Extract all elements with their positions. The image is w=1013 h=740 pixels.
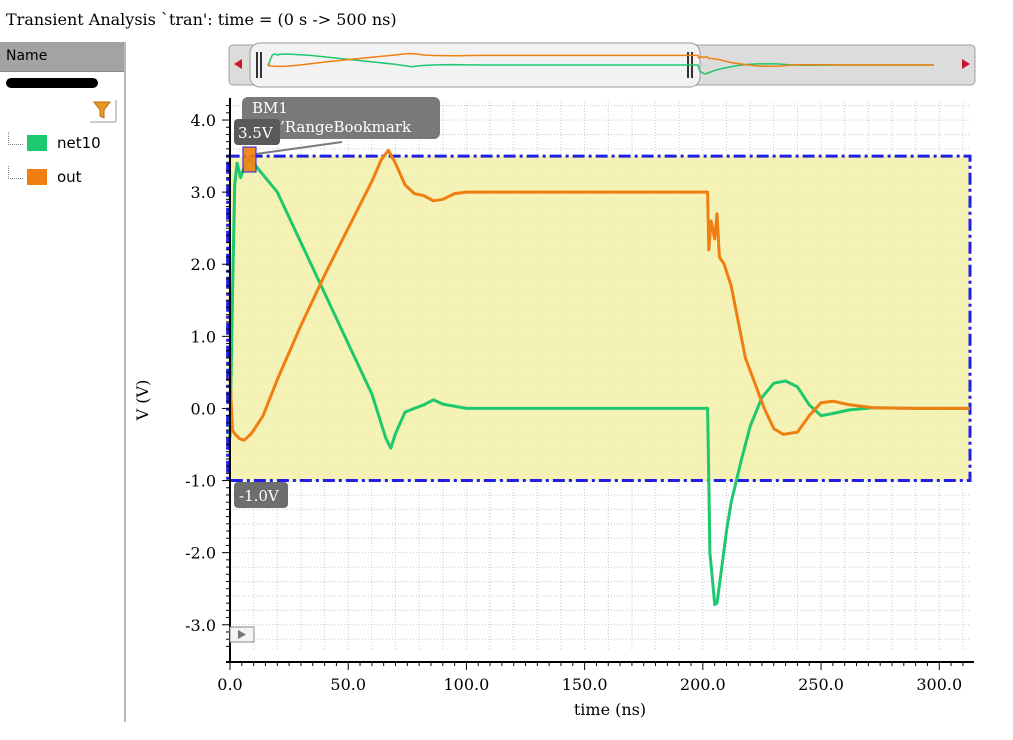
overview-trace-net10 [267, 53, 934, 75]
x-tick-label: 200.0 [680, 675, 726, 694]
bookmark-type: ’RangeBookmark [280, 118, 412, 136]
right-arrow-icon[interactable] [962, 59, 970, 69]
bookmark-leader-line [255, 141, 343, 155]
signal-name: out [57, 168, 82, 186]
bookmark-rect [226, 154, 972, 483]
top-value-label: 3.5V [238, 124, 274, 142]
x-tick-label: 0.0 [217, 675, 242, 694]
x-tick-label: 100.0 [444, 675, 490, 694]
x-tick-label: 300.0 [916, 675, 962, 694]
play-icon [238, 630, 246, 639]
redacted-scribble [6, 78, 98, 88]
range-bookmark-region[interactable] [226, 154, 972, 483]
trace-out [228, 148, 970, 442]
y-tick-label: -2.0 [185, 544, 216, 563]
y-tick-label: -1.0 [185, 472, 216, 491]
x-tick-label: 150.0 [562, 675, 608, 694]
net10-color-swatch [27, 135, 47, 151]
signal-row-out[interactable]: out [8, 165, 82, 188]
traces [228, 148, 970, 607]
left-arrow-icon[interactable] [234, 59, 242, 69]
out-color-swatch [27, 169, 47, 185]
left-handle-icon[interactable] [256, 52, 262, 78]
name-column-header[interactable]: Name [0, 42, 124, 72]
bottom-value-label: -1.0V [239, 487, 280, 505]
window-title: Transient Analysis `tran': time = (0 s -… [6, 10, 397, 29]
bookmark-handle-icon [242, 146, 257, 173]
y-tick-label: 1.0 [191, 327, 216, 346]
bottom-value-badge [234, 482, 288, 508]
x-tick-label: 50.0 [330, 675, 366, 694]
bookmark-tooltip [242, 97, 440, 139]
play-button[interactable] [229, 626, 255, 643]
tree-connector [8, 165, 23, 179]
filter-funnel-icon[interactable] [88, 98, 118, 124]
signal-browser: Name net10 out [0, 42, 126, 722]
y-axis-title: V (V) [133, 380, 152, 422]
signal-name: net10 [57, 134, 101, 152]
overview-scrollbar[interactable] [228, 42, 976, 88]
y-tick-label: 0.0 [191, 399, 216, 418]
tree-connector [8, 131, 23, 145]
signal-row-net10[interactable]: net10 [8, 131, 101, 154]
trace-net10 [228, 158, 970, 607]
y-tick-label: -3.0 [185, 616, 216, 635]
overview-traces [267, 52, 934, 75]
overview-trace-out [267, 52, 934, 68]
bookmark-name: BM1 [252, 99, 288, 117]
axes: 4.0 3.0 2.0 1.0 0.0 -1.0 -2.0 -3.0 0.0 50.0 100.0 1… [185, 98, 974, 694]
y-tick-label: 4.0 [191, 111, 216, 130]
top-value-badge [234, 119, 280, 145]
bookmark-labels[interactable]: BM1’RangeBookmark 3.5V -1.0V [234, 97, 440, 508]
transient-plot: 4.0 3.0 2.0 1.0 0.0 -1.0 -2.0 -3.0 0.0 50.0 100.0 1… [133, 97, 974, 719]
y-tick-label: 3.0 [191, 183, 216, 202]
x-axis-title: time (ns) [574, 700, 646, 719]
y-tick-label: 2.0 [191, 255, 216, 274]
x-tick-label: 250.0 [798, 675, 844, 694]
